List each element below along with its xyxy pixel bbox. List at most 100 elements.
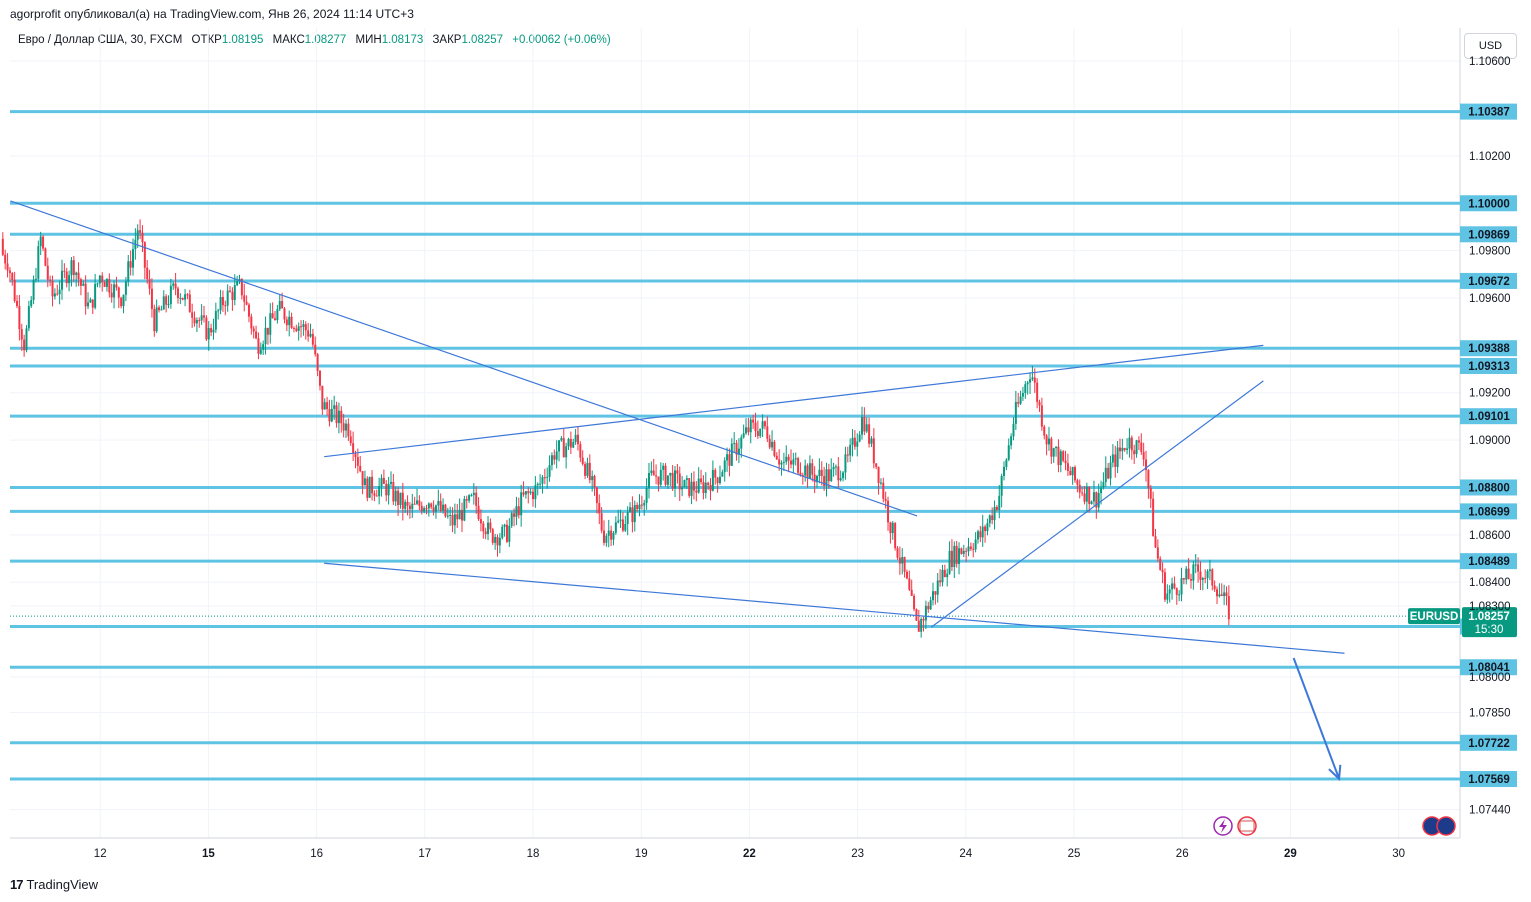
low-value: 1.08173 xyxy=(381,34,424,46)
candle-body xyxy=(4,254,7,264)
candle-body xyxy=(1111,454,1114,463)
candle-body xyxy=(988,515,991,524)
candle-body xyxy=(1216,589,1219,597)
candle-body xyxy=(1095,492,1098,508)
candle-body xyxy=(245,301,248,305)
candle-body xyxy=(87,302,90,307)
low-label: МИН xyxy=(355,34,382,46)
candle-body xyxy=(397,490,400,506)
trend-line xyxy=(930,380,1264,628)
currency-button[interactable]: USD xyxy=(1464,33,1517,59)
candle-body xyxy=(283,308,286,320)
candle-body xyxy=(972,548,975,550)
candle-body xyxy=(995,506,998,510)
trend-lines[interactable] xyxy=(10,200,1345,781)
candle-body xyxy=(359,465,362,472)
candle-body xyxy=(174,283,177,289)
time-axis[interactable]: 12 15 16 17 18 19 22 23 24 25 26 29 30 xyxy=(94,848,1405,860)
candle-body xyxy=(1227,596,1230,620)
candle-body xyxy=(865,424,868,432)
candle-body xyxy=(735,442,738,455)
candle-body xyxy=(188,294,191,313)
candle-body xyxy=(207,328,210,340)
event-markers[interactable] xyxy=(1213,816,1456,836)
tradingview-logo-icon: 17 xyxy=(10,877,24,892)
candle-body xyxy=(439,500,442,511)
candle-body xyxy=(262,344,265,350)
level-label: 1.07722 xyxy=(1468,738,1510,750)
candle-body xyxy=(181,297,184,300)
candle-body xyxy=(340,410,343,424)
candle-body xyxy=(304,324,307,331)
candle-body xyxy=(408,505,411,510)
candle-body xyxy=(489,522,492,530)
level-label-bg xyxy=(1460,479,1517,496)
candle-body xyxy=(1223,592,1226,597)
candle-body xyxy=(342,423,345,431)
candle-body xyxy=(842,472,845,479)
candle-body xyxy=(113,284,116,298)
candle-body xyxy=(387,483,390,496)
candle-body xyxy=(1017,401,1020,404)
candle-body xyxy=(555,451,558,460)
candle-body xyxy=(487,522,490,535)
candle-body xyxy=(411,503,414,510)
price-tick-label: 1.09600 xyxy=(1469,293,1511,305)
candle-body xyxy=(766,426,769,439)
candle-body xyxy=(1187,568,1190,580)
level-label-bg xyxy=(1460,408,1517,425)
time-tick-label: 12 xyxy=(94,848,107,860)
candle-body xyxy=(75,272,78,275)
candle-body xyxy=(856,441,859,447)
candle-body xyxy=(6,263,9,271)
candle-body xyxy=(44,248,47,266)
candle-body xyxy=(716,477,719,484)
candle-body xyxy=(737,448,740,455)
candle-body xyxy=(169,285,172,305)
candle-body xyxy=(849,444,852,456)
candle-body xyxy=(91,299,94,308)
candle-body xyxy=(851,437,854,445)
candle-body xyxy=(477,505,480,520)
candle-body xyxy=(167,304,170,306)
candle-body xyxy=(1218,594,1221,597)
candle-body xyxy=(1147,470,1150,488)
candle-body xyxy=(247,304,250,317)
candle-body xyxy=(468,495,471,501)
candle-body xyxy=(63,270,66,272)
tradingview-brand[interactable]: 17 TradingView xyxy=(10,877,98,892)
candle-body xyxy=(879,482,882,484)
candle-body xyxy=(1,238,4,255)
countdown-label: 15:30 xyxy=(1475,624,1504,636)
price-axis[interactable]: 1.10600 1.10200 1.09800 1.09600 1.09200 1.090… xyxy=(1469,56,1511,816)
candle-body xyxy=(229,290,232,292)
candle-body xyxy=(124,281,127,295)
candle-body xyxy=(314,344,317,355)
candle-body xyxy=(965,550,968,552)
horizontal-levels[interactable]: 1.10387 1.10000 1.09869 1.09672 1.09388 1.093… xyxy=(10,103,1517,788)
candle-body xyxy=(368,476,371,498)
candle-body xyxy=(1047,438,1050,445)
candle-body xyxy=(1211,569,1214,586)
candle-body xyxy=(927,605,930,610)
candle-body xyxy=(837,466,840,481)
candle-body xyxy=(647,473,650,488)
candle-body xyxy=(430,503,433,508)
level-label-bg xyxy=(1460,103,1517,120)
candle-body xyxy=(1024,384,1027,394)
candle-body xyxy=(1057,446,1060,466)
candle-body xyxy=(759,428,762,437)
candle-body xyxy=(702,482,705,494)
candle-body xyxy=(1010,436,1013,446)
candle-body xyxy=(1071,467,1074,476)
candle-body xyxy=(1069,470,1072,476)
candle-body xyxy=(446,515,449,517)
open-value: 1.08195 xyxy=(221,34,264,46)
candle-body xyxy=(1100,487,1103,494)
candle-body xyxy=(799,472,802,476)
symbol-info-bar: Евро / Доллар США, 30, FXCM ОТКР1.08195 … xyxy=(18,34,611,46)
candle-body xyxy=(901,557,904,564)
candle-body xyxy=(882,482,885,499)
level-label-bg xyxy=(1460,734,1517,751)
